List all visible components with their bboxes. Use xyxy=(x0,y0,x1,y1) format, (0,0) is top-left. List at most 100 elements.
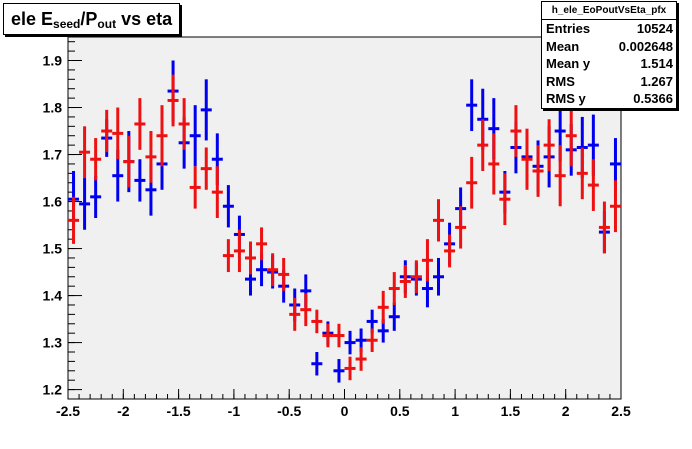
stats-value: 10524 xyxy=(636,21,673,36)
data-point-red xyxy=(433,199,445,242)
stats-key: Mean xyxy=(546,38,580,54)
stats-row-mean: Mean 0.002648 xyxy=(542,38,676,56)
data-point-red xyxy=(554,145,566,207)
data-point-blue xyxy=(90,175,102,218)
data-point-red xyxy=(388,272,400,305)
title-prefix: ele E xyxy=(11,9,54,29)
data-point-red xyxy=(466,156,478,209)
data-point-red xyxy=(333,323,345,348)
stats-row-entries: Entries 10524 xyxy=(542,20,676,38)
stats-key: Mean y xyxy=(546,56,591,71)
data-point-red xyxy=(311,309,323,334)
data-point-red xyxy=(267,253,279,287)
data-point-red xyxy=(300,293,312,327)
stats-row-mean-y: Mean y 1.514 xyxy=(542,55,676,73)
data-point-blue xyxy=(433,257,445,296)
data-point-blue xyxy=(311,351,323,376)
y-tick-label: 1.3 xyxy=(43,335,63,351)
x-tick-label: -1.5 xyxy=(167,403,191,419)
x-tick-label: 2.5 xyxy=(611,403,631,419)
data-point-red xyxy=(421,239,433,282)
data-point-red xyxy=(233,229,245,273)
data-point-red xyxy=(167,74,179,127)
x-tick-label: -0.5 xyxy=(277,403,301,419)
title-suffix: vs eta xyxy=(116,9,173,29)
data-point-blue xyxy=(134,159,146,202)
data-point-red xyxy=(244,241,256,275)
x-tick-label: 0 xyxy=(341,403,349,419)
plot-frame xyxy=(67,36,622,400)
data-point-red xyxy=(145,131,157,183)
x-tick-label: 2 xyxy=(562,403,570,419)
stats-value: 0.002648 xyxy=(618,38,673,54)
y-tick-label: 1.9 xyxy=(43,53,63,69)
data-point-red xyxy=(134,98,146,150)
data-point-red xyxy=(289,297,301,331)
y-tick-label: 1.6 xyxy=(43,194,63,210)
data-point-blue xyxy=(344,330,356,355)
stats-box: h_ele_EoPoutVsEta_pfx Entries 10524 Mean 0… xyxy=(541,1,677,109)
data-point-red xyxy=(278,257,290,291)
stats-value: 1.514 xyxy=(640,56,673,71)
data-point-blue xyxy=(189,105,201,167)
data-point-red xyxy=(444,234,456,268)
x-tick-label: -2.5 xyxy=(56,403,80,419)
data-point-red xyxy=(90,138,102,181)
data-point-red xyxy=(322,323,334,348)
y-tick-label: 1.4 xyxy=(43,288,63,304)
stats-histogram-name: h_ele_EoPoutVsEta_pfx xyxy=(542,2,676,20)
chart-title: ele Eseed/Pout vs eta xyxy=(3,3,181,35)
y-tick-label: 1.7 xyxy=(43,147,63,163)
data-point-red xyxy=(543,119,555,171)
data-point-red xyxy=(256,227,268,261)
stats-key: RMS y xyxy=(546,91,586,106)
data-point-red xyxy=(377,290,389,324)
data-point-blue xyxy=(200,79,212,141)
data-point-blue xyxy=(333,359,345,383)
x-tick-label: 1.5 xyxy=(501,403,521,419)
stats-key: Entries xyxy=(546,21,591,36)
data-point-red xyxy=(156,105,168,167)
data-point-red xyxy=(178,98,190,150)
data-point-red xyxy=(112,107,124,160)
data-point-red xyxy=(123,135,135,188)
stats-row-rms-y: RMS y 0.5366 xyxy=(542,90,676,108)
data-point-red xyxy=(410,260,422,294)
data-point-red xyxy=(101,109,113,153)
data-point-red xyxy=(200,147,212,190)
data-point-red xyxy=(532,145,544,197)
data-point-blue xyxy=(466,79,478,132)
data-point-red xyxy=(598,201,610,254)
data-point-red xyxy=(576,147,588,200)
data-point-red xyxy=(587,159,599,211)
data-point-red xyxy=(79,126,91,179)
data-marks xyxy=(68,60,621,383)
data-point-red xyxy=(609,180,621,233)
data-point-red xyxy=(344,356,356,381)
data-point-blue xyxy=(79,178,91,230)
title-mid: /P xyxy=(80,9,98,29)
data-point-red xyxy=(399,265,411,298)
data-point-red xyxy=(488,133,500,195)
x-tick-label: -2 xyxy=(117,403,130,419)
data-point-red xyxy=(499,173,511,226)
data-point-blue xyxy=(222,185,234,228)
stats-value: 0.5366 xyxy=(633,91,673,106)
data-point-red xyxy=(189,166,201,209)
data-point-red xyxy=(477,119,489,171)
stats-value: 1.267 xyxy=(640,73,673,89)
axis-ticks: -2.5 -2 -1.5 -1 -0.5 0 0.5 1 1.5 2 2.5 1.2 1.3 1.4 1.5… xyxy=(43,41,631,419)
data-point-red xyxy=(455,206,467,249)
x-tick-label: 1 xyxy=(451,403,459,419)
stats-key: RMS xyxy=(546,73,575,89)
data-point-red xyxy=(565,105,577,167)
data-point-red xyxy=(68,196,80,244)
title-sub-seed: seed xyxy=(53,17,81,31)
data-point-red xyxy=(521,128,533,190)
y-tick-label: 1.2 xyxy=(43,382,63,398)
data-point-red xyxy=(355,347,367,371)
data-point-red xyxy=(510,105,522,157)
data-point-red xyxy=(222,239,234,273)
